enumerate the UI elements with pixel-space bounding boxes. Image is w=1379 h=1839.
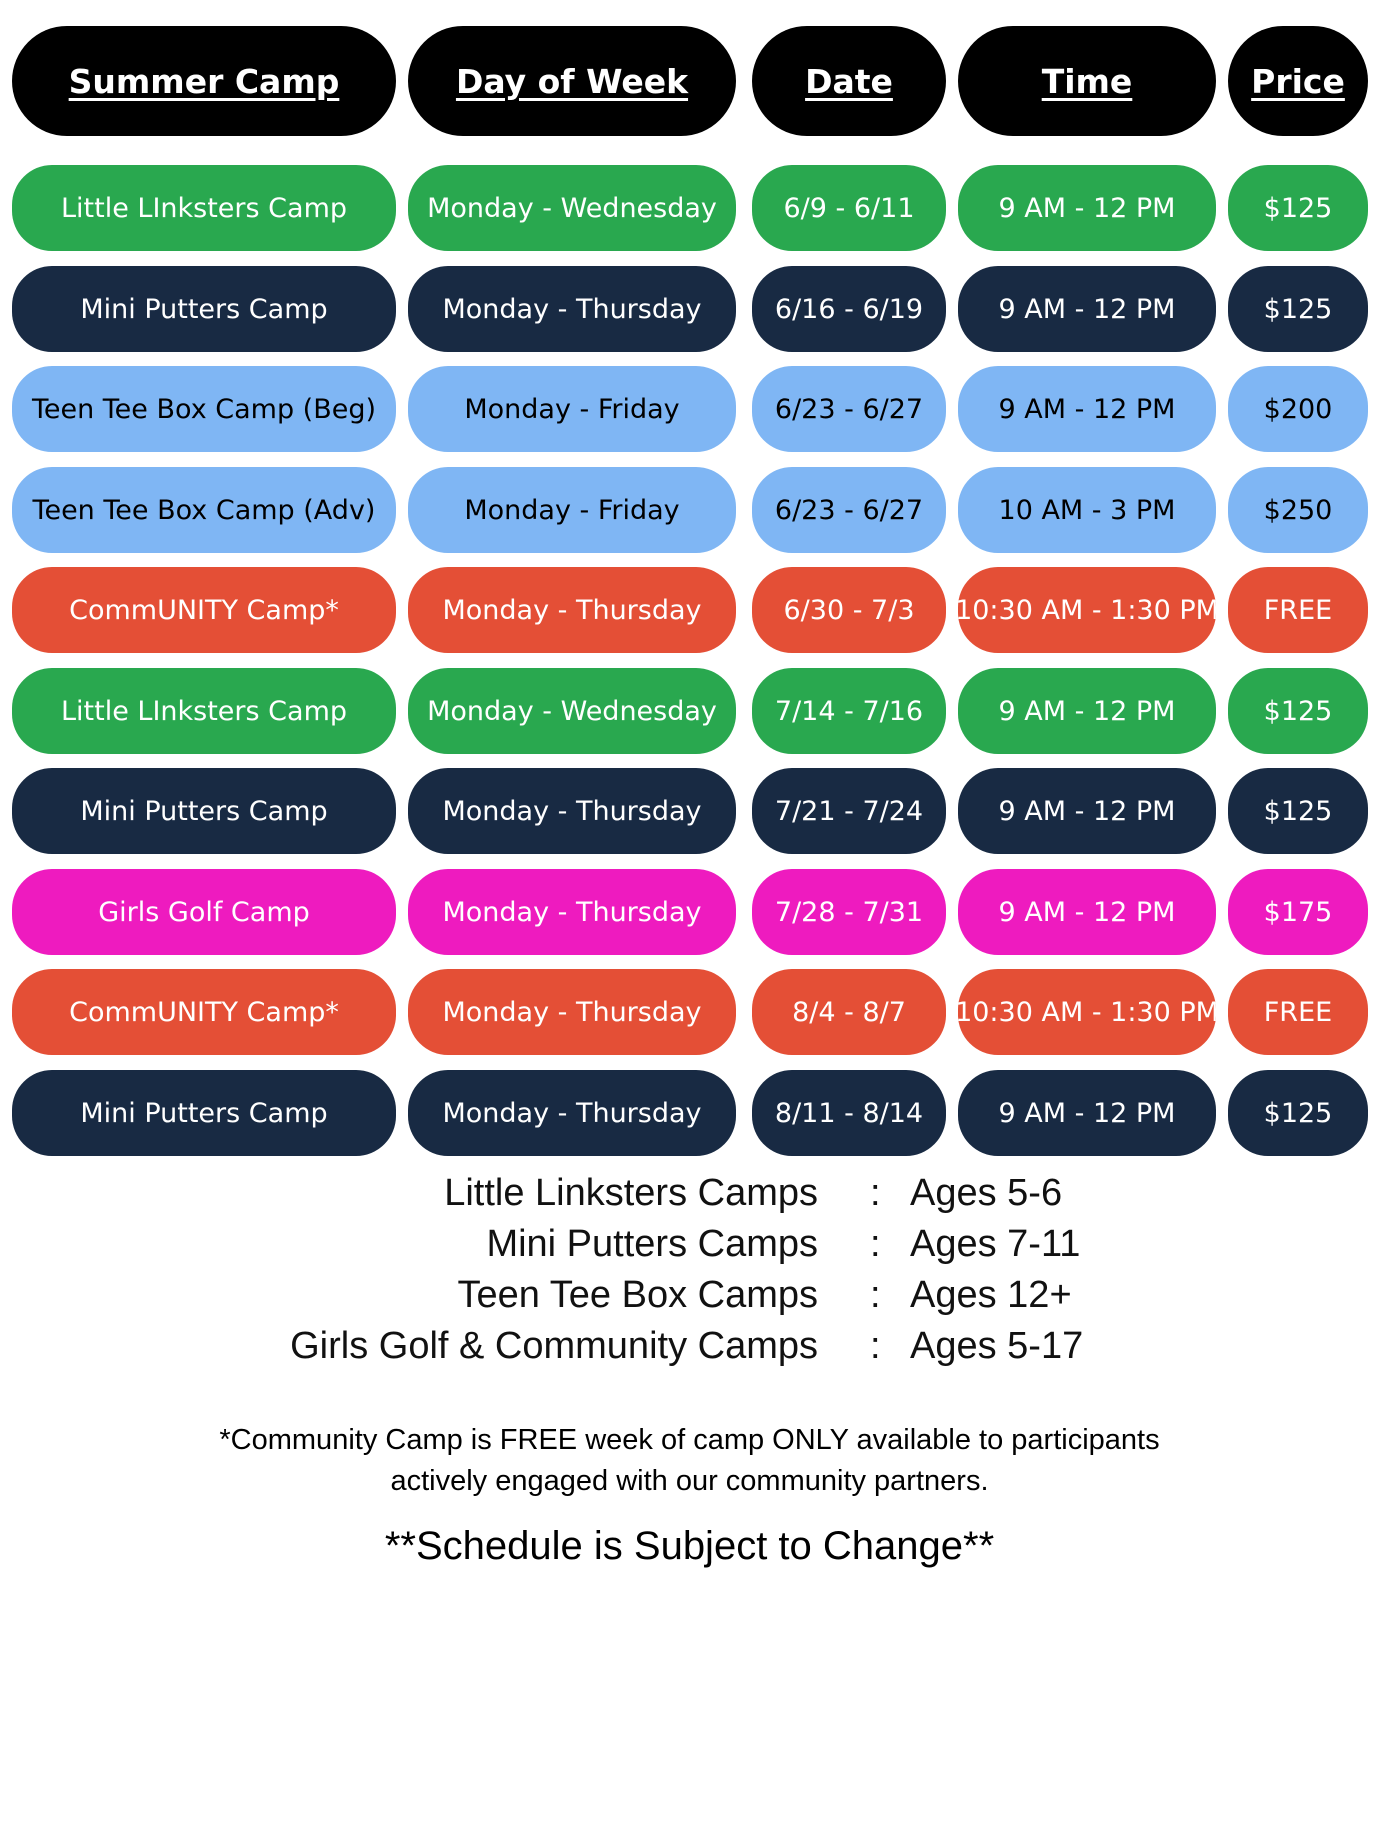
day-of-week-cell: Monday - Wednesday — [408, 165, 736, 251]
day-of-week-cell: Monday - Wednesday — [408, 668, 736, 754]
age-row-little-linksters: Little Linksters Camps : Ages 5-6 — [0, 1172, 1379, 1223]
price-cell: $125 — [1228, 668, 1368, 754]
age-row-mini-putters: Mini Putters Camps : Ages 7-11 — [0, 1223, 1379, 1274]
day-of-week-cell: Monday - Thursday — [408, 869, 736, 955]
age-separator: : — [870, 1325, 881, 1367]
camp-name-cell: Mini Putters Camp — [12, 266, 396, 352]
time-cell: 9 AM - 12 PM — [958, 768, 1216, 854]
header-day-of-week: Day of Week — [408, 26, 736, 136]
camp-name-cell: Little LInksters Camp — [12, 668, 396, 754]
footnote-line-2: actively engaged with our community part… — [390, 1465, 989, 1497]
date-cell: 6/16 - 6/19 — [752, 266, 946, 352]
header-price: Price — [1228, 26, 1368, 136]
date-cell: 7/21 - 7/24 — [752, 768, 946, 854]
age-range: Ages 5-17 — [910, 1325, 1084, 1367]
age-row-teen-tee-box: Teen Tee Box Camps : Ages 12+ — [0, 1274, 1379, 1325]
age-range: Ages 7-11 — [910, 1223, 1081, 1265]
age-separator: : — [870, 1172, 881, 1214]
camp-name-cell: Mini Putters Camp — [12, 1070, 396, 1156]
time-cell: 9 AM - 12 PM — [958, 266, 1216, 352]
day-of-week-cell: Monday - Thursday — [408, 768, 736, 854]
price-cell: FREE — [1228, 969, 1368, 1055]
time-cell: 10 AM - 3 PM — [958, 467, 1216, 553]
age-group-name: Teen Tee Box Camps — [457, 1274, 819, 1316]
time-cell: 9 AM - 12 PM — [958, 1070, 1216, 1156]
age-group-name: Mini Putters Camps — [486, 1223, 818, 1265]
time-cell: 9 AM - 12 PM — [958, 165, 1216, 251]
date-cell: 6/9 - 6/11 — [752, 165, 946, 251]
footnote-line-1: *Community Camp is FREE week of camp ONL… — [219, 1424, 1160, 1456]
day-of-week-cell: Monday - Thursday — [408, 567, 736, 653]
header-date: Date — [752, 26, 946, 136]
price-cell: $200 — [1228, 366, 1368, 452]
day-of-week-cell: Monday - Friday — [408, 467, 736, 553]
camp-name-cell: Girls Golf Camp — [12, 869, 396, 955]
price-cell: FREE — [1228, 567, 1368, 653]
date-cell: 7/28 - 7/31 — [752, 869, 946, 955]
day-of-week-cell: Monday - Thursday — [408, 969, 736, 1055]
schedule-disclaimer: **Schedule is Subject to Change** — [384, 1524, 995, 1568]
age-group-name: Girls Golf & Community Camps — [290, 1325, 818, 1367]
header-time: Time — [958, 26, 1216, 136]
date-cell: 6/30 - 7/3 — [752, 567, 946, 653]
price-cell: $250 — [1228, 467, 1368, 553]
time-cell: 9 AM - 12 PM — [958, 869, 1216, 955]
camp-name-cell: CommUNITY Camp* — [12, 969, 396, 1055]
price-cell: $125 — [1228, 1070, 1368, 1156]
age-row-girls-golf-community: Girls Golf & Community Camps : Ages 5-17 — [0, 1325, 1379, 1376]
age-separator: : — [870, 1223, 881, 1265]
time-cell: 10:30 AM - 1:30 PM — [958, 567, 1216, 653]
date-cell: 8/4 - 8/7 — [752, 969, 946, 1055]
price-cell: $125 — [1228, 165, 1368, 251]
camp-name-cell: Teen Tee Box Camp (Adv) — [12, 467, 396, 553]
time-cell: 10:30 AM - 1:30 PM — [958, 969, 1216, 1055]
community-camp-footnote: *Community Camp is FREE week of camp ONL… — [0, 1420, 1379, 1502]
date-cell: 8/11 - 8/14 — [752, 1070, 946, 1156]
price-cell: $125 — [1228, 768, 1368, 854]
time-cell: 9 AM - 12 PM — [958, 366, 1216, 452]
camp-name-cell: Teen Tee Box Camp (Beg) — [12, 366, 396, 452]
header-summer-camp: Summer Camp — [12, 26, 396, 136]
camp-name-cell: Little LInksters Camp — [12, 165, 396, 251]
age-separator: : — [870, 1274, 881, 1316]
camp-name-cell: CommUNITY Camp* — [12, 567, 396, 653]
day-of-week-cell: Monday - Thursday — [408, 1070, 736, 1156]
age-groups: Little Linksters Camps : Ages 5-6 Mini P… — [0, 1172, 1379, 1376]
price-cell: $125 — [1228, 266, 1368, 352]
date-cell: 7/14 - 7/16 — [752, 668, 946, 754]
time-cell: 9 AM - 12 PM — [958, 668, 1216, 754]
age-range: Ages 12+ — [910, 1274, 1072, 1316]
price-cell: $175 — [1228, 869, 1368, 955]
camp-name-cell: Mini Putters Camp — [12, 768, 396, 854]
age-range: Ages 5-6 — [910, 1172, 1063, 1214]
day-of-week-cell: Monday - Thursday — [408, 266, 736, 352]
day-of-week-cell: Monday - Friday — [408, 366, 736, 452]
age-group-name: Little Linksters Camps — [444, 1172, 818, 1214]
date-cell: 6/23 - 6/27 — [752, 467, 946, 553]
date-cell: 6/23 - 6/27 — [752, 366, 946, 452]
